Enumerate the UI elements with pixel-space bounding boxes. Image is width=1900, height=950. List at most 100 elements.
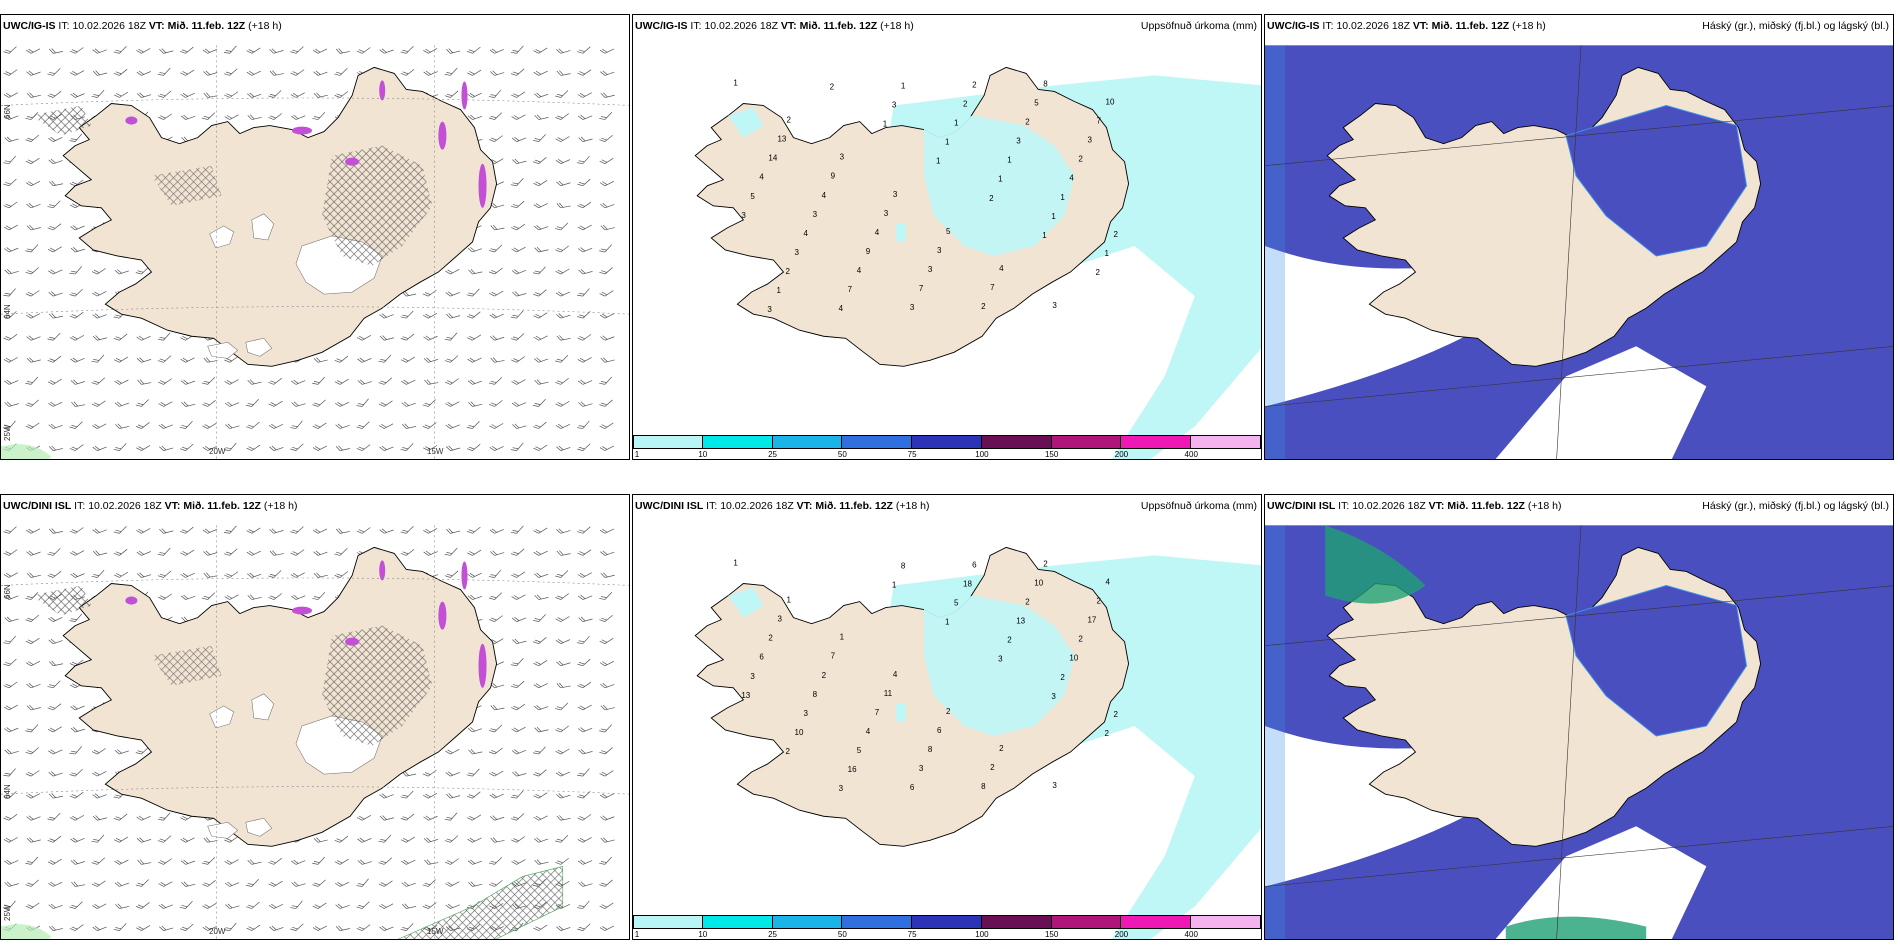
high-cloud-area <box>1325 525 1426 604</box>
precip-value: 4 <box>893 670 898 679</box>
init-time: 10.02.2026 18Z <box>1336 20 1410 32</box>
colorbar-tick: 50 <box>837 450 847 459</box>
precip-value: 8 <box>928 745 933 754</box>
precip-value: 9 <box>866 247 871 256</box>
colorbar-tick: 200 <box>1114 450 1129 459</box>
precip-value: 5 <box>946 227 951 236</box>
precip-value: 7 <box>875 708 880 717</box>
precip-value: 8 <box>981 782 986 791</box>
model-name: UWC/DINI ISL <box>3 500 72 512</box>
precip-value: 2 <box>1114 230 1119 239</box>
colorbar-swatch <box>1121 915 1192 929</box>
precip-value: 5 <box>857 746 862 755</box>
precip-value: 2 <box>1114 710 1119 719</box>
precip-value: 1 <box>1104 249 1109 258</box>
precip-value: 1 <box>1060 193 1065 202</box>
precip-value: 2 <box>990 763 995 772</box>
precip-value: 4 <box>857 266 862 275</box>
precip-value: 1 <box>945 618 950 627</box>
precip-value: 13 <box>777 135 786 144</box>
precip-value: 6 <box>910 783 915 792</box>
init-time: 10.02.2026 18Z <box>720 500 794 512</box>
map-area: 1 2 3 3 5 4 3 10 13 9 3 3 7 8 7 14 4 4 3 2 5 3 4 3 9 7 2 2 2 5 4 4 3 2 3 4 3… <box>633 35 1261 459</box>
precip-value: 3 <box>998 655 1003 664</box>
lead-time: (+18 h) <box>880 20 914 32</box>
green-area <box>1 924 52 939</box>
precip-value: 4 <box>839 304 844 313</box>
colorbar-tick: 1 <box>634 450 640 459</box>
colorbar-swatch <box>633 915 703 929</box>
panel-title: Uppsöfnuð úrkoma (mm) <box>1140 500 1257 512</box>
grid-line <box>1556 525 1582 939</box>
precip-value: 4 <box>875 228 880 237</box>
init-label: IT: <box>1338 500 1350 512</box>
precip-value: 7 <box>919 284 924 293</box>
precip-value: 2 <box>1096 597 1101 606</box>
heavy-precip-area <box>379 560 386 581</box>
precip-value: 3 <box>919 764 924 773</box>
panel-header: UWC/IG-IS IT: 10.02.2026 18Z VT: Mið. 11… <box>3 20 282 32</box>
heavy-precip-area <box>125 596 138 605</box>
mid-cloud-area <box>1265 525 1286 939</box>
precip-value: 2 <box>1007 636 1012 645</box>
model-name: UWC/IG-IS <box>635 20 688 32</box>
lon-label-20w: 20W <box>209 447 226 456</box>
colorbar-tick: 75 <box>907 450 917 459</box>
precip-hatch-area <box>31 105 92 136</box>
colorbar-swatch <box>981 435 1052 449</box>
colorbar-swatch <box>1051 435 1122 449</box>
precip-value: 1 <box>954 119 959 128</box>
colorbar-tick: 400 <box>1184 930 1198 939</box>
precip-value: 1 <box>1042 231 1047 240</box>
valid-time: Mið. 11.feb. 12Z <box>1431 20 1510 32</box>
heavy-precip-area <box>291 606 312 615</box>
precip-value: 16 <box>848 765 857 774</box>
iceland-land <box>62 66 498 367</box>
grid-line <box>1265 346 1893 407</box>
panel-header: UWC/IG-IS IT: 10.02.2026 18Z VT: Mið. 11… <box>1267 20 1546 32</box>
precip-colorbar: 1 10 25 50 75 100 150 200 400 <box>633 913 1261 939</box>
high-cloud-area <box>1505 916 1647 939</box>
precip-value: 13 <box>741 691 750 700</box>
precip-value: 10 <box>795 728 804 737</box>
precip-value: 14 <box>768 154 777 163</box>
model-name: UWC/DINI ISL <box>635 500 704 512</box>
grid-line <box>1265 585 1893 647</box>
precip-area-light <box>923 595 1075 736</box>
colorbar-tick: 100 <box>975 450 989 459</box>
lat-label-64n: 64N <box>3 784 12 799</box>
precip-value: 3 <box>1052 301 1057 310</box>
colorbar-tick: 25 <box>768 930 777 939</box>
parallel-66n <box>1 97 629 106</box>
precip-value: 2 <box>989 194 994 203</box>
precip-value: 3 <box>1016 137 1021 146</box>
colorbar-swatch <box>1121 435 1192 449</box>
model-name: UWC/IG-IS <box>3 20 56 32</box>
precip-value: 1 <box>1051 212 1056 221</box>
colorbar-swatch <box>1051 915 1122 929</box>
precip-hatch-area <box>151 165 222 206</box>
precip-value: 3 <box>804 709 809 718</box>
init-time: 10.02.2026 18Z <box>704 20 778 32</box>
precip-value: 3 <box>910 303 915 312</box>
glacier-area <box>209 705 235 729</box>
precip-value: 1 <box>892 581 897 590</box>
precip-value: 7 <box>848 285 853 294</box>
precip-value: 4 <box>822 191 827 200</box>
clear-sky-area <box>1495 346 1707 459</box>
parallel-66n <box>1 577 629 586</box>
panel-header: UWC/DINI ISL IT: 10.02.2026 18Z VT: Mið.… <box>635 500 929 512</box>
precip-value: 6 <box>937 726 942 735</box>
lat-label-66n: 66N <box>3 104 12 119</box>
heavy-precip-area <box>461 561 468 590</box>
colorbar-swatch <box>633 435 703 449</box>
precip-value: 17 <box>1087 616 1096 625</box>
precip-value: 3 <box>813 210 818 219</box>
precip-hatch-area <box>31 585 92 616</box>
precip-value: 4 <box>1069 174 1074 183</box>
precip-hatch-area <box>397 866 564 939</box>
colorbar-tick: 150 <box>1044 450 1059 459</box>
colorbar-tick: 50 <box>837 930 847 939</box>
precip-colorbar: 1 10 25 50 75 100 150 200 400 <box>633 433 1261 459</box>
colorbar-frame <box>633 435 1261 449</box>
